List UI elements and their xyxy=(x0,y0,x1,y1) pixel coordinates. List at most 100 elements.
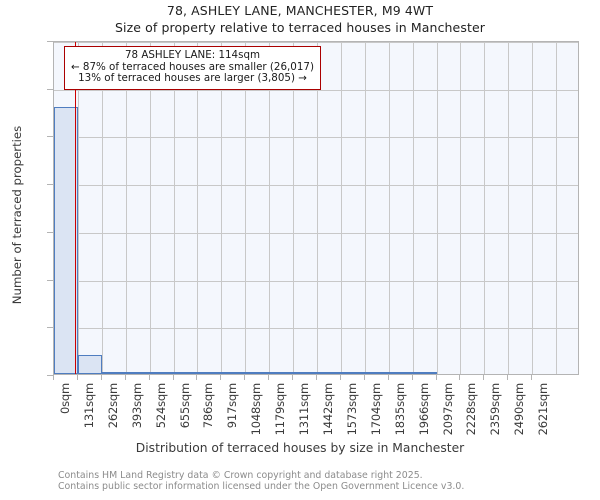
y-axis-title: Number of terraced properties xyxy=(10,125,24,305)
x-tick-label: 1573sqm xyxy=(344,383,359,436)
bar-1835sqm xyxy=(388,372,413,374)
x-tick-mark xyxy=(411,375,413,380)
bar-1048sqm xyxy=(245,372,270,374)
gridline-horizontal xyxy=(54,42,578,43)
y-tick-mark xyxy=(47,327,53,329)
plot-area xyxy=(53,41,579,375)
bar-786sqm xyxy=(197,372,222,374)
x-tick-label: 262sqm xyxy=(105,383,120,429)
gridline-vertical xyxy=(197,42,199,374)
gridline-vertical xyxy=(364,42,366,374)
x-tick-mark xyxy=(268,375,270,380)
x-tick-label: 0sqm xyxy=(58,383,72,415)
x-tick-label: 2228sqm xyxy=(464,383,479,436)
gridline-vertical xyxy=(388,42,390,374)
gridline-vertical xyxy=(460,42,462,374)
gridline-vertical xyxy=(149,42,151,374)
gridline-horizontal xyxy=(54,280,578,282)
y-tick-mark xyxy=(47,231,53,233)
gridline-vertical xyxy=(556,42,558,374)
annotation-line-larger: 13% of terraced houses are larger (3,805… xyxy=(78,72,307,85)
bar-524sqm xyxy=(149,372,174,374)
x-tick-mark xyxy=(339,375,341,380)
x-tick-mark xyxy=(483,375,485,380)
annotation-line-smaller: ← 87% of terraced houses are smaller (26… xyxy=(71,60,314,73)
footer-line-2: Contains public sector information licen… xyxy=(58,481,465,492)
x-tick-mark xyxy=(244,375,246,380)
y-tick-mark xyxy=(47,375,53,376)
x-tick-mark xyxy=(100,375,102,380)
x-tick-label: 131sqm xyxy=(81,383,96,429)
chart-subtitle: Size of property relative to terraced ho… xyxy=(114,20,485,35)
x-tick-label: 2490sqm xyxy=(512,383,527,436)
gridline-vertical xyxy=(101,42,103,374)
x-tick-label: 1704sqm xyxy=(368,383,383,436)
gridline-vertical xyxy=(340,42,342,374)
bar-0sqm xyxy=(54,106,78,374)
property-size-marker-line xyxy=(74,42,77,374)
bar-655sqm xyxy=(173,372,198,374)
gridline-vertical xyxy=(269,42,271,374)
gridline-horizontal xyxy=(54,137,578,139)
bar-262sqm xyxy=(101,371,126,374)
y-tick-mark xyxy=(47,136,53,138)
attribution-footer: Contains HM Land Registry data © Crown c… xyxy=(58,470,464,492)
x-tick-label: 1311sqm xyxy=(297,383,312,436)
gridline-vertical xyxy=(532,42,534,374)
x-tick-mark xyxy=(148,375,150,380)
x-tick-label: 2097sqm xyxy=(440,383,455,436)
x-tick-label: 1442sqm xyxy=(321,383,335,436)
x-tick-mark xyxy=(76,375,78,380)
x-tick-mark xyxy=(435,375,437,380)
gridline-horizontal xyxy=(54,89,578,91)
footer-line-1: Contains HM Land Registry data © Crown c… xyxy=(58,470,423,481)
x-tick-label: 1048sqm xyxy=(249,383,264,436)
x-tick-mark xyxy=(531,375,533,380)
x-tick-label: 2359sqm xyxy=(488,383,503,436)
x-tick-mark xyxy=(387,375,389,380)
x-tick-label: 2621sqm xyxy=(536,383,551,436)
x-tick-mark xyxy=(172,375,174,380)
x-tick-label: 786sqm xyxy=(201,383,216,429)
bar-131sqm xyxy=(77,355,102,374)
bar-1573sqm xyxy=(340,372,365,374)
x-tick-mark xyxy=(459,375,461,380)
x-tick-mark xyxy=(196,375,198,380)
gridline-vertical xyxy=(293,42,295,374)
y-tick-mark xyxy=(47,279,53,281)
gridline-vertical xyxy=(77,42,79,374)
gridline-vertical xyxy=(245,42,247,374)
page-title: 78, ASHLEY LANE, MANCHESTER, M9 4WT xyxy=(166,3,434,18)
gridline-horizontal xyxy=(54,185,578,187)
y-tick-mark xyxy=(47,41,53,42)
x-axis-title: Distribution of terraced houses by size … xyxy=(135,441,465,455)
property-annotation-callout: 78 ASHLEY LANE: 114sqm ← 87% of terraced… xyxy=(64,46,321,90)
gridline-vertical xyxy=(412,42,414,374)
bar-1442sqm xyxy=(317,372,341,374)
x-tick-mark xyxy=(292,375,294,380)
x-tick-label: 1966sqm xyxy=(416,383,431,436)
x-tick-label: 1179sqm xyxy=(273,383,288,436)
y-tick-mark xyxy=(47,184,53,186)
chart-title-block: 78, ASHLEY LANE, MANCHESTER, M9 4WT Size… xyxy=(0,3,600,36)
x-tick-mark xyxy=(53,375,54,380)
bar-1966sqm xyxy=(412,372,437,374)
gridline-vertical xyxy=(317,42,318,374)
x-tick-label: 655sqm xyxy=(177,383,192,429)
bar-393sqm xyxy=(125,372,150,374)
x-tick-mark xyxy=(124,375,126,380)
x-tick-mark xyxy=(316,375,317,380)
annotation-line-property: 78 ASHLEY LANE: 114sqm xyxy=(124,49,261,61)
gridline-horizontal xyxy=(54,232,578,234)
bar-917sqm xyxy=(221,372,246,374)
gridline-vertical xyxy=(221,42,223,374)
gridline-vertical xyxy=(484,42,486,374)
y-tick-mark xyxy=(47,88,53,90)
x-tick-label: 393sqm xyxy=(129,383,144,429)
gridline-vertical xyxy=(508,42,510,374)
gridline-vertical xyxy=(125,42,127,374)
x-tick-label: 1835sqm xyxy=(392,383,407,436)
bar-1311sqm xyxy=(293,372,317,374)
x-tick-mark xyxy=(220,375,222,380)
x-tick-mark xyxy=(363,375,365,380)
